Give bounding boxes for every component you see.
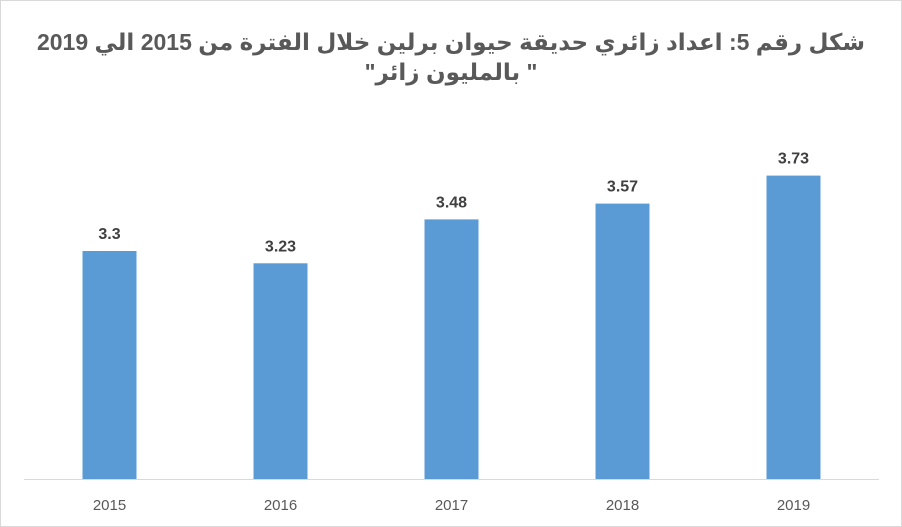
x-tick-label-2018: 2018 — [606, 497, 639, 514]
bar-2016 — [253, 263, 308, 479]
x-tick-label-2017: 2017 — [435, 497, 468, 514]
data-label-2017: 3.48 — [436, 194, 467, 211]
bar-2015 — [82, 251, 137, 479]
data-label-2018: 3.57 — [607, 179, 638, 196]
bars-layer — [82, 175, 821, 479]
chart-title: شكل رقم 5: اعداد زائري حديقة حيوان برلين… — [1, 27, 901, 87]
chart-subtitle: " بالمليون زائر" — [364, 59, 538, 85]
chart-title-line-1: شكل رقم 5: اعداد زائري حديقة حيوان برلين… — [36, 29, 866, 55]
x-axis-ticks-layer: 2015 2016 2017 2018 2019 — [93, 497, 810, 514]
bar-2017 — [424, 219, 479, 479]
data-label-2016: 3.23 — [265, 238, 296, 255]
data-label-2015: 3.3 — [98, 226, 120, 243]
x-tick-label-2015: 2015 — [93, 497, 126, 514]
bar-2019 — [766, 175, 821, 479]
bar-2018 — [595, 203, 650, 479]
data-labels-layer: 3.3 3.23 3.48 3.57 3.73 — [98, 151, 809, 256]
x-tick-label-2016: 2016 — [264, 497, 297, 514]
data-label-2019: 3.73 — [778, 151, 809, 168]
x-tick-label-2019: 2019 — [777, 497, 810, 514]
